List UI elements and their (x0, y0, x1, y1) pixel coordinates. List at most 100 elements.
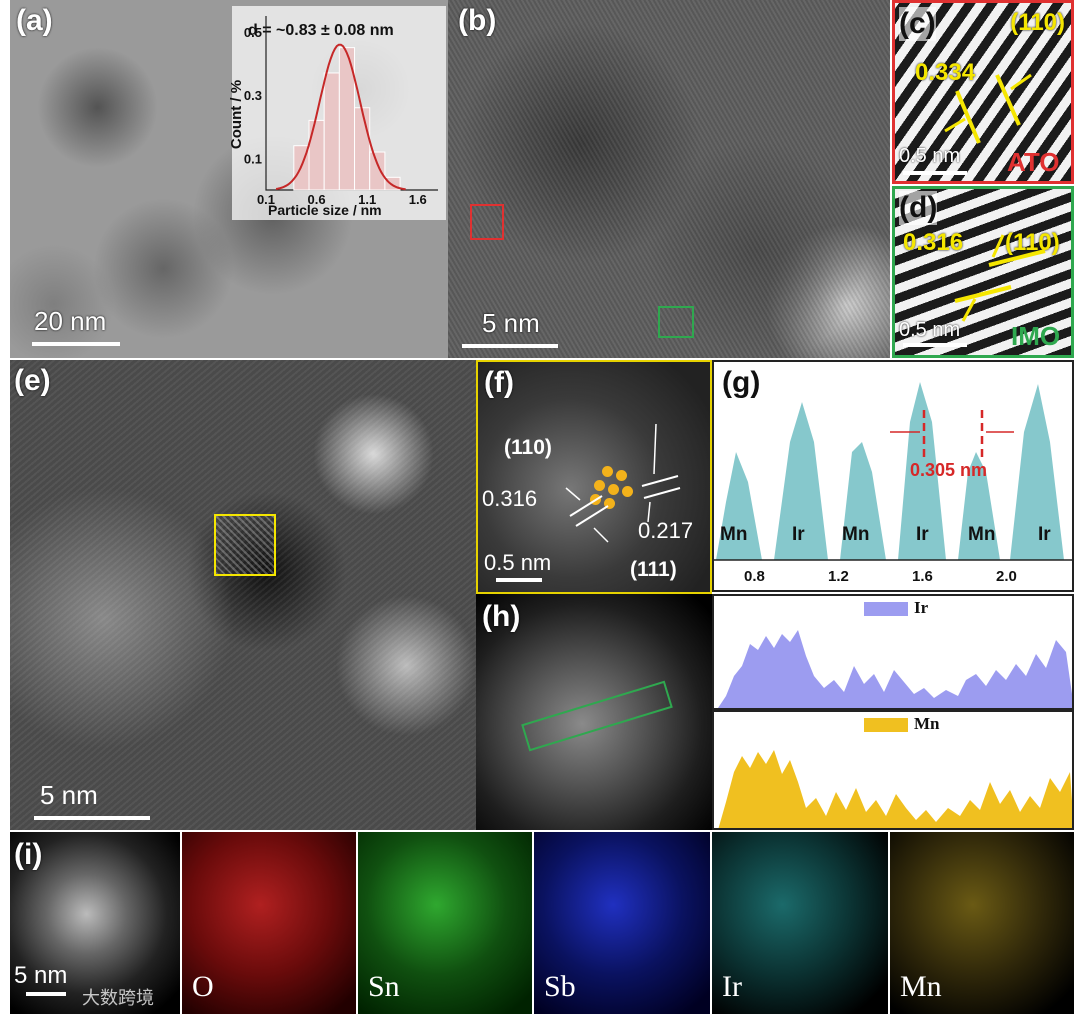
atom-label-1: Mn (720, 524, 748, 545)
panel-f-scale-bar (496, 578, 542, 582)
profile-xtick-1: 0.8 (744, 568, 765, 585)
eds-haadf-image: (i) 5 nm (10, 832, 180, 1014)
histogram-bar (323, 72, 340, 191)
profile-xtick-3: 1.6 (912, 568, 933, 585)
mn-profile-plot (718, 718, 1072, 828)
profile-plot (714, 382, 1072, 561)
panel-d-material: IMO (1011, 321, 1061, 351)
histogram-ytick: 0.5 (244, 25, 262, 40)
histogram-bar (308, 119, 325, 191)
eds-map-sb-label: Sb (544, 970, 576, 1003)
panel-c-plane: (110) (1010, 9, 1065, 36)
atom-dot (616, 470, 627, 481)
watermark: 大数跨境 (82, 988, 154, 1009)
atom-label-5: Mn (968, 524, 996, 545)
histogram-xtick: 0.1 (257, 192, 275, 207)
histogram-ytick: 0.3 (244, 88, 262, 103)
atom-dot (602, 466, 613, 477)
eds-map-sn-label: Sn (368, 970, 400, 1003)
panel-d-spacing: 0.316 (903, 229, 964, 256)
histogram-annotation: d = ~0.83 ± 0.08 nm (248, 22, 394, 39)
eds-map-mn: Mn (890, 832, 1074, 1014)
panel-d-scale-text: 0.5 nm (899, 319, 961, 341)
panel-i-label: (i) (14, 838, 43, 871)
panel-e-haadf-image: (e) 5 nm (10, 360, 476, 830)
panel-g-label: (g) (722, 366, 761, 399)
panel-c-scale-bar (903, 171, 967, 175)
profile-xtick-2: 1.2 (828, 568, 849, 585)
ir-profile-plot (718, 602, 1072, 708)
ir-line-profile: Ir (712, 594, 1074, 710)
region-box-imo (658, 306, 694, 338)
panel-e-scale-bar (34, 816, 150, 820)
size-histogram-inset: d = ~0.83 ± 0.08 nm Count / % Particle s… (228, 6, 446, 220)
panel-f-spacing-217: 0.217 (638, 518, 694, 543)
panel-e-label: (e) (14, 364, 51, 397)
line-scan-box (521, 680, 673, 752)
panel-c-scale-text: 0.5 nm (899, 145, 961, 167)
panel-g-intensity-profile: (g) 0.305 nm Mn Ir Mn Ir Mn Ir 0.8 1.2 1… (712, 360, 1074, 592)
panel-f-plane-111: (111) (630, 558, 677, 581)
panel-f-scale-text: 0.5 nm (484, 550, 552, 575)
atom-label-2: Ir (792, 524, 805, 545)
panel-d-plane: (110) (1005, 229, 1060, 256)
panel-c-spacing: 0.334 (915, 59, 976, 86)
panel-e-scale-text: 5 nm (40, 780, 98, 810)
eds-map-o-label: O (192, 970, 214, 1003)
atom-dot (622, 486, 633, 497)
panel-f-plane-110: (110) (504, 436, 552, 459)
panel-e-zoom-box (214, 514, 276, 576)
panel-a-scale-text: 20 nm (34, 306, 107, 336)
mn-line-profile: Mn (712, 710, 1074, 830)
histogram-xtick: 1.1 (358, 192, 376, 207)
histogram-plot: 0.5 0.3 0.1 0.1 0.6 1.1 1.6 (244, 16, 438, 207)
panel-b-scale-bar (462, 344, 558, 348)
panel-c-spacing-marks (944, 73, 1032, 144)
panel-i-scale-bar (26, 992, 66, 996)
histogram-xtick: 1.6 (409, 192, 427, 207)
panel-h-haadf-linescan: (h) (476, 594, 712, 830)
atom-label-3: Mn (842, 524, 870, 545)
eds-map-sn: Sn (358, 832, 532, 1014)
histogram-xtick: 0.6 (308, 192, 326, 207)
panel-d-imo-fringes: (d) 0.316 (110) 0.5 nm IMO (892, 186, 1074, 358)
histogram-xlabel: Particle size / nm (268, 202, 382, 218)
panel-a-label: (a) (16, 4, 53, 37)
lattice-spacing-label: 0.305 nm (910, 460, 988, 480)
atom-dot (604, 498, 615, 509)
panel-d-scale-bar (903, 343, 967, 347)
panel-d-label: (d) (899, 191, 938, 225)
panel-c-ato-fringes: (c) (110) 0.334 0.5 nm ATO (892, 0, 1074, 184)
gaussian-fit-line (275, 43, 406, 191)
eds-map-ir: Ir (712, 832, 888, 1014)
atom-dot (594, 480, 605, 491)
panel-i-scale-text: 5 nm (14, 962, 68, 989)
histogram-bar (369, 151, 386, 191)
panel-a-scale-bar (32, 342, 120, 346)
profile-xtick-4: 2.0 (996, 568, 1017, 585)
region-box-ato (470, 204, 504, 240)
eds-map-mn-label: Mn (900, 970, 942, 1003)
panel-f-label: (f) (484, 366, 514, 399)
panel-f-spacing-316: 0.316 (482, 486, 538, 511)
panel-b-hrtem-image: (b) 5 nm (448, 0, 890, 358)
mn-legend: Mn (914, 714, 940, 733)
panel-a-tem-image: (a) 20 nm d = ~0.83 ± 0.08 nm Count / % … (10, 0, 448, 358)
panel-b-scale-text: 5 nm (482, 308, 540, 338)
eds-map-ir-label: Ir (722, 970, 742, 1003)
eds-map-o: O (182, 832, 356, 1014)
eds-map-sb: Sb (534, 832, 710, 1014)
ir-legend: Ir (914, 598, 929, 617)
atom-dot (608, 484, 619, 495)
panel-f-atomic-image: (f) (110) 0.316 0.217 (111) 0.5 nm (476, 360, 712, 594)
panel-d-spacing-marks (954, 234, 1046, 322)
histogram-bar (354, 107, 371, 191)
panel-c-material: ATO (1007, 147, 1060, 177)
atom-label-6: Ir (1038, 524, 1051, 545)
atom-label-4: Ir (916, 524, 929, 545)
panel-f-spacing-marks (565, 423, 681, 543)
panel-c-label: (c) (899, 7, 936, 41)
panel-h-label: (h) (482, 600, 521, 633)
panel-b-label: (b) (458, 4, 497, 37)
histogram-ytick: 0.1 (244, 151, 262, 166)
